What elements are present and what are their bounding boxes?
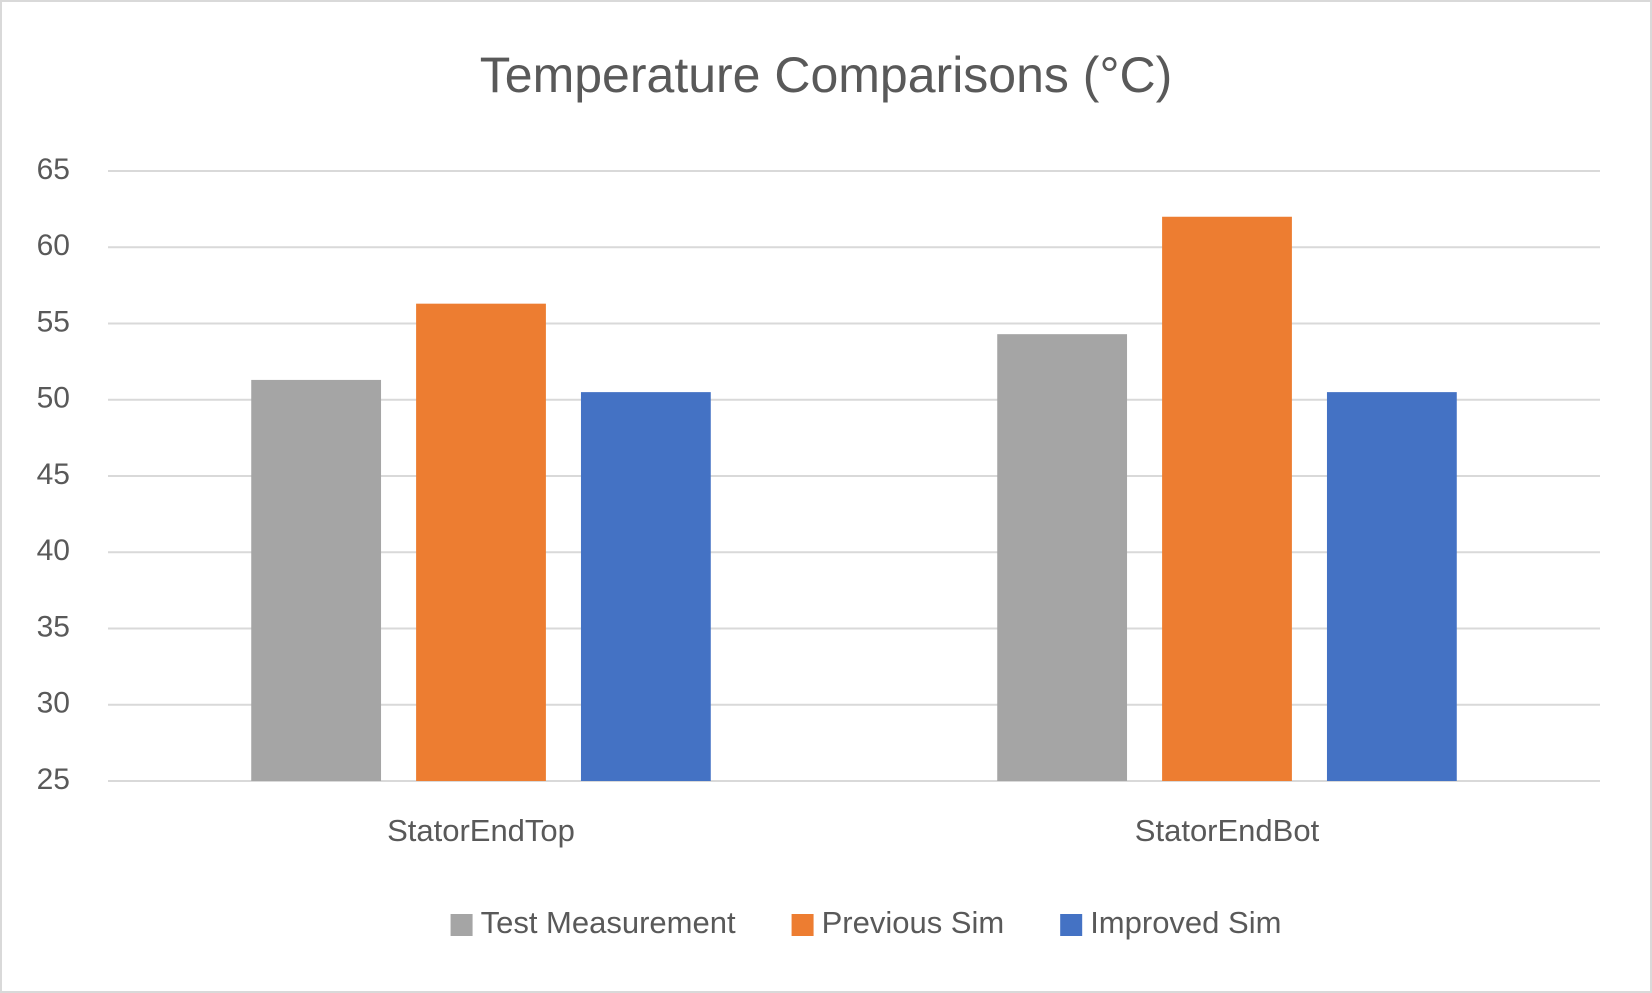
legend-swatch [1060, 914, 1083, 936]
legend-label: Test Measurement [481, 905, 736, 940]
y-tick-label: 45 [37, 458, 70, 491]
bar [251, 379, 382, 781]
bar [1162, 216, 1292, 781]
bar [580, 392, 711, 781]
legend-swatch [791, 914, 814, 936]
legend-label: Improved Sim [1090, 905, 1281, 940]
x-tick-label: StatorEndBot [1135, 813, 1320, 848]
legend-swatch [450, 914, 473, 936]
bar [997, 334, 1128, 781]
chart-title: Temperature Comparisons (°C) [480, 47, 1172, 103]
y-tick-label: 30 [37, 687, 70, 720]
legend-label: Previous Sim [822, 905, 1005, 940]
y-tick-label: 40 [37, 534, 70, 567]
y-tick-label: 50 [37, 382, 70, 415]
bar [416, 303, 546, 781]
y-tick-label: 25 [37, 763, 70, 796]
y-tick-label: 35 [37, 610, 70, 643]
x-tick-label: StatorEndTop [387, 813, 575, 848]
y-tick-label: 65 [37, 153, 70, 186]
y-tick-label: 55 [37, 305, 70, 338]
y-tick-label: 60 [37, 229, 70, 262]
bar [1326, 392, 1457, 781]
